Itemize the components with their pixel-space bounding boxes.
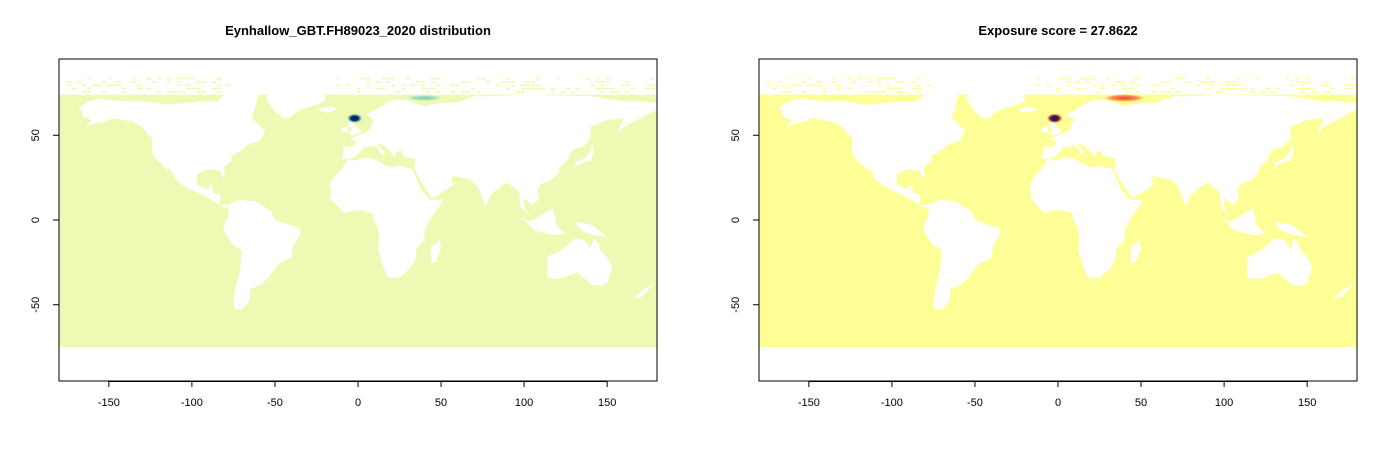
land-borneo [539, 208, 556, 227]
y-tick-label: 0 [30, 217, 42, 223]
hotspot [404, 94, 445, 102]
land-iceland [318, 107, 337, 113]
x-tick-label: -150 [98, 397, 120, 409]
y-axis: -50 0 50 [30, 129, 59, 313]
hotspot [1101, 93, 1148, 103]
land-africa [329, 157, 443, 278]
x-tick-label: 0 [1055, 397, 1061, 409]
y-tick-label: -50 [730, 297, 742, 313]
x-tick-label: -150 [798, 397, 820, 409]
land-greenland [966, 94, 1025, 119]
x-tick-label: -100 [881, 397, 903, 409]
map-content [59, 77, 657, 348]
land-borneo [1239, 208, 1256, 227]
y-tick-label: 50 [30, 129, 42, 141]
x-tick-label: -100 [181, 397, 203, 409]
land-africa [1029, 157, 1143, 278]
hotspot [346, 113, 363, 124]
hotspot [1046, 113, 1063, 124]
land-north-america [778, 94, 965, 209]
land-australia [1247, 238, 1313, 287]
land-japan [1273, 143, 1294, 168]
land-new-zealand [633, 284, 654, 298]
x-tick-label: 50 [435, 397, 447, 409]
x-tick-label: 0 [355, 397, 361, 409]
exposure-panel: Exposure score = 27.8622 -150 -100 -50 0 50 1… [730, 23, 1358, 409]
arctic-cells [67, 77, 657, 93]
land-eurasia [1041, 94, 1357, 219]
x-axis: -150 -100 -50 0 50 100 150 [98, 381, 616, 409]
x-axis: -150 -100 -50 0 50 100 150 [798, 381, 1316, 409]
land-madagascar [1131, 240, 1142, 263]
land-eurasia [341, 94, 657, 219]
land-japan [573, 143, 594, 168]
land-south-america [223, 199, 300, 310]
x-tick-label: 50 [1135, 397, 1147, 409]
x-tick-label: 100 [515, 397, 533, 409]
y-tick-label: 0 [730, 217, 742, 223]
x-tick-label: -50 [967, 397, 983, 409]
chart-title: Eynhallow_GBT.FH89023_2020 distribution [225, 23, 491, 38]
x-tick-label: 100 [1215, 397, 1233, 409]
land-madagascar [431, 240, 442, 263]
land-ireland [341, 126, 348, 132]
x-tick-label: 150 [598, 397, 616, 409]
chart-title: Exposure score = 27.8622 [978, 23, 1137, 38]
arctic-cells [767, 77, 1357, 93]
y-axis: -50 0 50 [730, 129, 759, 313]
x-tick-label: 150 [1298, 397, 1316, 409]
map-content [759, 77, 1357, 348]
y-tick-label: 50 [730, 129, 742, 141]
land-ireland [1041, 126, 1048, 132]
land-new-guinea [1275, 221, 1308, 237]
x-tick-label: -50 [267, 397, 283, 409]
land-south-america [923, 199, 1000, 310]
y-tick-label: -50 [30, 297, 42, 313]
land-new-zealand [1333, 284, 1354, 298]
land-uk [348, 120, 362, 136]
land-new-guinea [575, 221, 608, 237]
land-australia [547, 238, 613, 287]
distribution-panel: Eynhallow_GBT.FH89023_2020 distribution … [30, 23, 658, 409]
land-greenland [266, 94, 325, 119]
land-iceland [1018, 107, 1037, 113]
land-north-america [78, 94, 266, 209]
land-uk [1048, 120, 1062, 136]
